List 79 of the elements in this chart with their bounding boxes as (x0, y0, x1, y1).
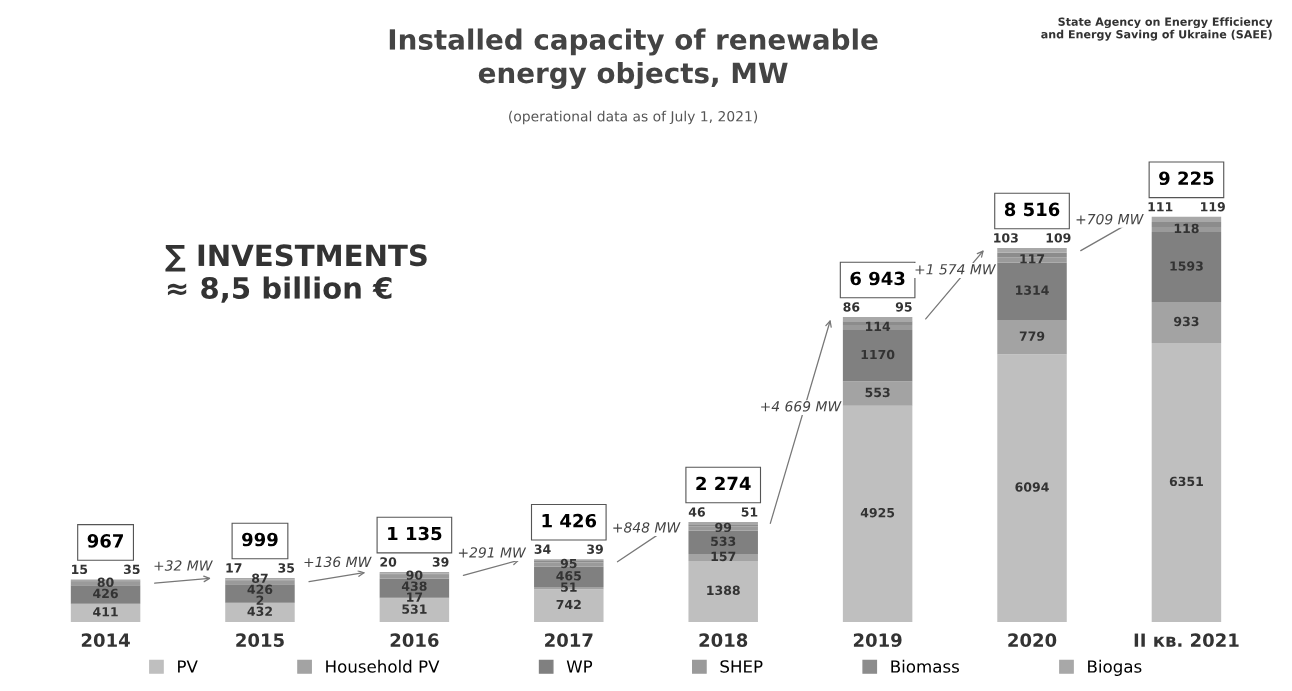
x-tick-label: 2020 (1008, 633, 1057, 647)
total-label: 1 426 (542, 513, 597, 528)
annotation: ∑ INVESTMENTS ≈ 8,5 billion € (165, 244, 427, 303)
data-label: 34 (534, 544, 551, 554)
data-label: 533 (711, 536, 736, 546)
data-label: 15 (72, 564, 88, 575)
legend-label: SHEP (720, 660, 763, 673)
total-label: 6 943 (850, 271, 905, 286)
data-label: 35 (123, 564, 140, 575)
data-label: 109 (1046, 233, 1071, 243)
legend-label: PV (178, 660, 198, 673)
data-label: 465 (556, 571, 581, 581)
data-label: 95 (895, 302, 912, 312)
chart-title: Installed capacity of renewable energy objects, MW (389, 28, 878, 89)
data-label: 6094 (1015, 482, 1049, 492)
total-label: 9 225 (1159, 171, 1214, 186)
data-label: 114 (865, 321, 891, 331)
legend-label: Household PV (326, 659, 440, 673)
annotation: +848 MW (613, 522, 681, 533)
annotation: +4 669 MW (761, 401, 842, 412)
x-tick-label: 2018 (699, 633, 748, 647)
data-label: 17 (226, 563, 242, 573)
chart-subtitle: (operational data as of July 1, 2021) (509, 110, 758, 125)
data-label: 17 (407, 592, 423, 602)
data-label: 426 (247, 584, 273, 595)
data-label: 103 (994, 233, 1018, 243)
data-label: 90 (406, 570, 423, 580)
data-label: 20 (380, 557, 397, 567)
data-label: 80 (97, 577, 114, 588)
data-label: 95 (560, 558, 577, 569)
annotation: +32 MW (154, 560, 213, 571)
data-label: 1388 (707, 585, 740, 596)
data-label: 426 (93, 588, 118, 599)
data-label: 4925 (860, 507, 895, 518)
legend-label: Biomass (891, 659, 959, 673)
data-label: 117 (1020, 254, 1045, 264)
data-label: 86 (843, 302, 860, 312)
x-tick-label: 2015 (236, 633, 284, 647)
total-label: 999 (242, 532, 278, 547)
data-label: 438 (401, 581, 427, 591)
data-label: 99 (715, 522, 732, 533)
data-label: 111 (1148, 202, 1173, 212)
x-tick-label: 2016 (390, 633, 439, 647)
data-label: 742 (556, 599, 581, 610)
data-label: 118 (1174, 223, 1199, 234)
data-label: 779 (1019, 331, 1045, 341)
data-label: 6351 (1169, 476, 1203, 487)
x-tick-label: 2019 (853, 633, 902, 647)
x-tick-label: 2014 (81, 633, 130, 647)
data-label: 1593 (1170, 261, 1203, 271)
data-label: 432 (247, 606, 272, 617)
data-label: 2 (256, 595, 264, 605)
total-label: 967 (87, 534, 123, 548)
total-label: 1 135 (388, 526, 442, 541)
data-label: 39 (432, 557, 449, 567)
legend-label: Biogas (1088, 659, 1142, 676)
total-label: 2 274 (696, 476, 751, 491)
data-label: 1170 (861, 349, 895, 360)
data-label: 553 (865, 387, 890, 398)
annotation: +291 MW (458, 547, 527, 558)
total-label: 8 516 (1004, 202, 1060, 217)
data-label: 1314 (1016, 285, 1049, 295)
data-label: 51 (561, 582, 577, 592)
data-label: 51 (741, 507, 758, 517)
annotation: +709 MW (1076, 213, 1144, 225)
data-label: 39 (587, 544, 603, 554)
data-label: 531 (402, 604, 427, 614)
x-tick-label: 2017 (545, 633, 593, 647)
data-label: 35 (278, 563, 295, 573)
legend-label: WP (566, 660, 593, 673)
data-label: 157 (711, 551, 736, 562)
data-label: 119 (1201, 202, 1225, 212)
data-label: 411 (93, 607, 118, 617)
text: State Agency on Energy Efficiency and Energy Saving of Ukraine (SAEE) (1041, 17, 1273, 41)
x-tick-label: II кв. 2021 (1134, 633, 1239, 647)
annotation: +1 574 MW (915, 264, 997, 275)
data-label: 46 (688, 507, 705, 517)
data-label: 933 (1174, 316, 1199, 327)
annotation: +136 MW (304, 556, 372, 568)
